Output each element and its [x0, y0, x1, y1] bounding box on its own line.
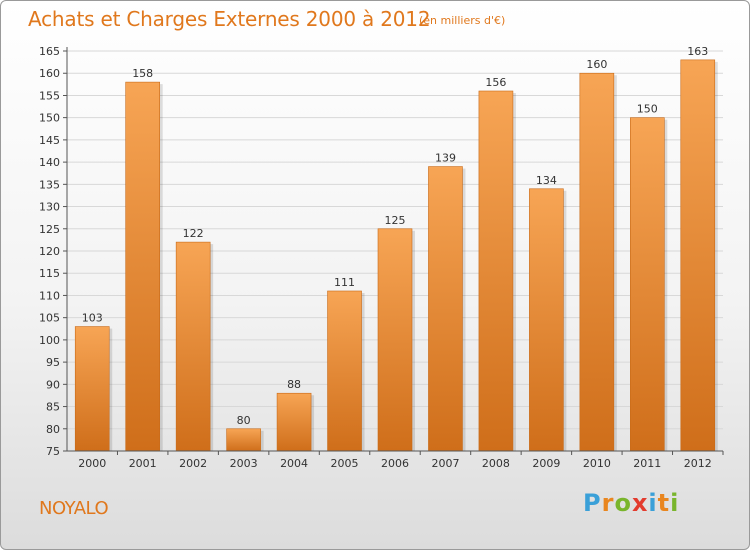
- logo-letter: i: [648, 489, 658, 517]
- bar: [125, 81, 160, 452]
- data-label: 150: [637, 103, 658, 116]
- logo-letter: r: [601, 489, 615, 517]
- bar: [226, 428, 261, 452]
- y-tick-label: 90: [46, 378, 60, 391]
- y-tick-label: 135: [39, 178, 60, 191]
- bar: [478, 90, 514, 452]
- data-label: 111: [334, 276, 355, 289]
- y-tick-label: 120: [39, 245, 60, 258]
- bar: [327, 290, 362, 452]
- data-label: 158: [132, 67, 153, 80]
- data-label: 125: [385, 214, 406, 227]
- y-tick-label: 145: [39, 134, 60, 147]
- y-tick-label: 115: [39, 267, 60, 280]
- data-label: 156: [485, 76, 506, 89]
- y-tick-label: 160: [39, 67, 60, 80]
- logo-letter: o: [614, 489, 632, 517]
- bar: [579, 72, 615, 452]
- y-tick-label: 110: [39, 289, 60, 302]
- data-label: 134: [536, 174, 557, 187]
- y-tick-label: 140: [39, 156, 60, 169]
- y-tick-label: 155: [39, 89, 60, 102]
- bar: [428, 166, 463, 452]
- bar: [74, 326, 110, 452]
- logo-letter: P: [583, 489, 602, 517]
- x-tick-label: 2012: [684, 457, 712, 470]
- y-tick-label: 100: [39, 334, 60, 347]
- x-tick-label: 2004: [280, 457, 308, 470]
- data-label: 160: [586, 58, 607, 71]
- y-tick-label: 80: [46, 423, 60, 436]
- chart-subtitle: (en milliers d'€): [419, 14, 506, 27]
- bar: [175, 241, 211, 452]
- commune-name: NOYALO: [39, 498, 109, 519]
- bar: [377, 228, 413, 452]
- y-tick-label: 95: [46, 356, 60, 369]
- logo-letter: i: [670, 489, 680, 517]
- x-tick-label: 2001: [129, 457, 157, 470]
- axes: 75 80 85 90 95 100 105 110 115 120 125 130 135 140 145…: [39, 45, 724, 470]
- x-tick-label: 2006: [381, 457, 409, 470]
- logo-letter: t: [657, 489, 671, 517]
- data-label: 139: [435, 152, 456, 165]
- x-tick-label: 2009: [532, 457, 560, 470]
- x-tick-label: 2011: [633, 457, 661, 470]
- y-tick-label: 85: [46, 401, 60, 414]
- y-tick-label: 165: [39, 45, 60, 58]
- bar: [630, 117, 665, 452]
- bar: [680, 59, 716, 452]
- logo-letter: x: [631, 489, 649, 517]
- x-tick-label: 2008: [482, 457, 510, 470]
- x-tick-label: 2010: [583, 457, 611, 470]
- bar: [276, 392, 312, 452]
- x-tick-label: 2007: [431, 457, 459, 470]
- y-tick-label: 75: [46, 445, 60, 458]
- bar: [529, 188, 564, 452]
- data-label: 163: [687, 45, 708, 58]
- data-label: 122: [183, 227, 204, 240]
- data-label: 103: [82, 312, 103, 325]
- proxiti-logo: Proxiti: [583, 489, 679, 517]
- x-tick-label: 2002: [179, 457, 207, 470]
- x-tick-label: 2005: [331, 457, 359, 470]
- x-tick-label: 2000: [78, 457, 106, 470]
- y-tick-label: 125: [39, 223, 60, 236]
- x-tick-label: 2003: [230, 457, 258, 470]
- bars: 103 158 122 80 88 111 125 139 156 134 160 150 163: [74, 45, 718, 452]
- y-tick-label: 105: [39, 312, 60, 325]
- data-label: 80: [237, 414, 251, 427]
- y-tick-label: 150: [39, 112, 60, 125]
- data-label: 88: [287, 378, 301, 391]
- chart-title: Achats et Charges Externes 2000 à 2012: [28, 7, 431, 31]
- y-tick-label: 130: [39, 201, 60, 214]
